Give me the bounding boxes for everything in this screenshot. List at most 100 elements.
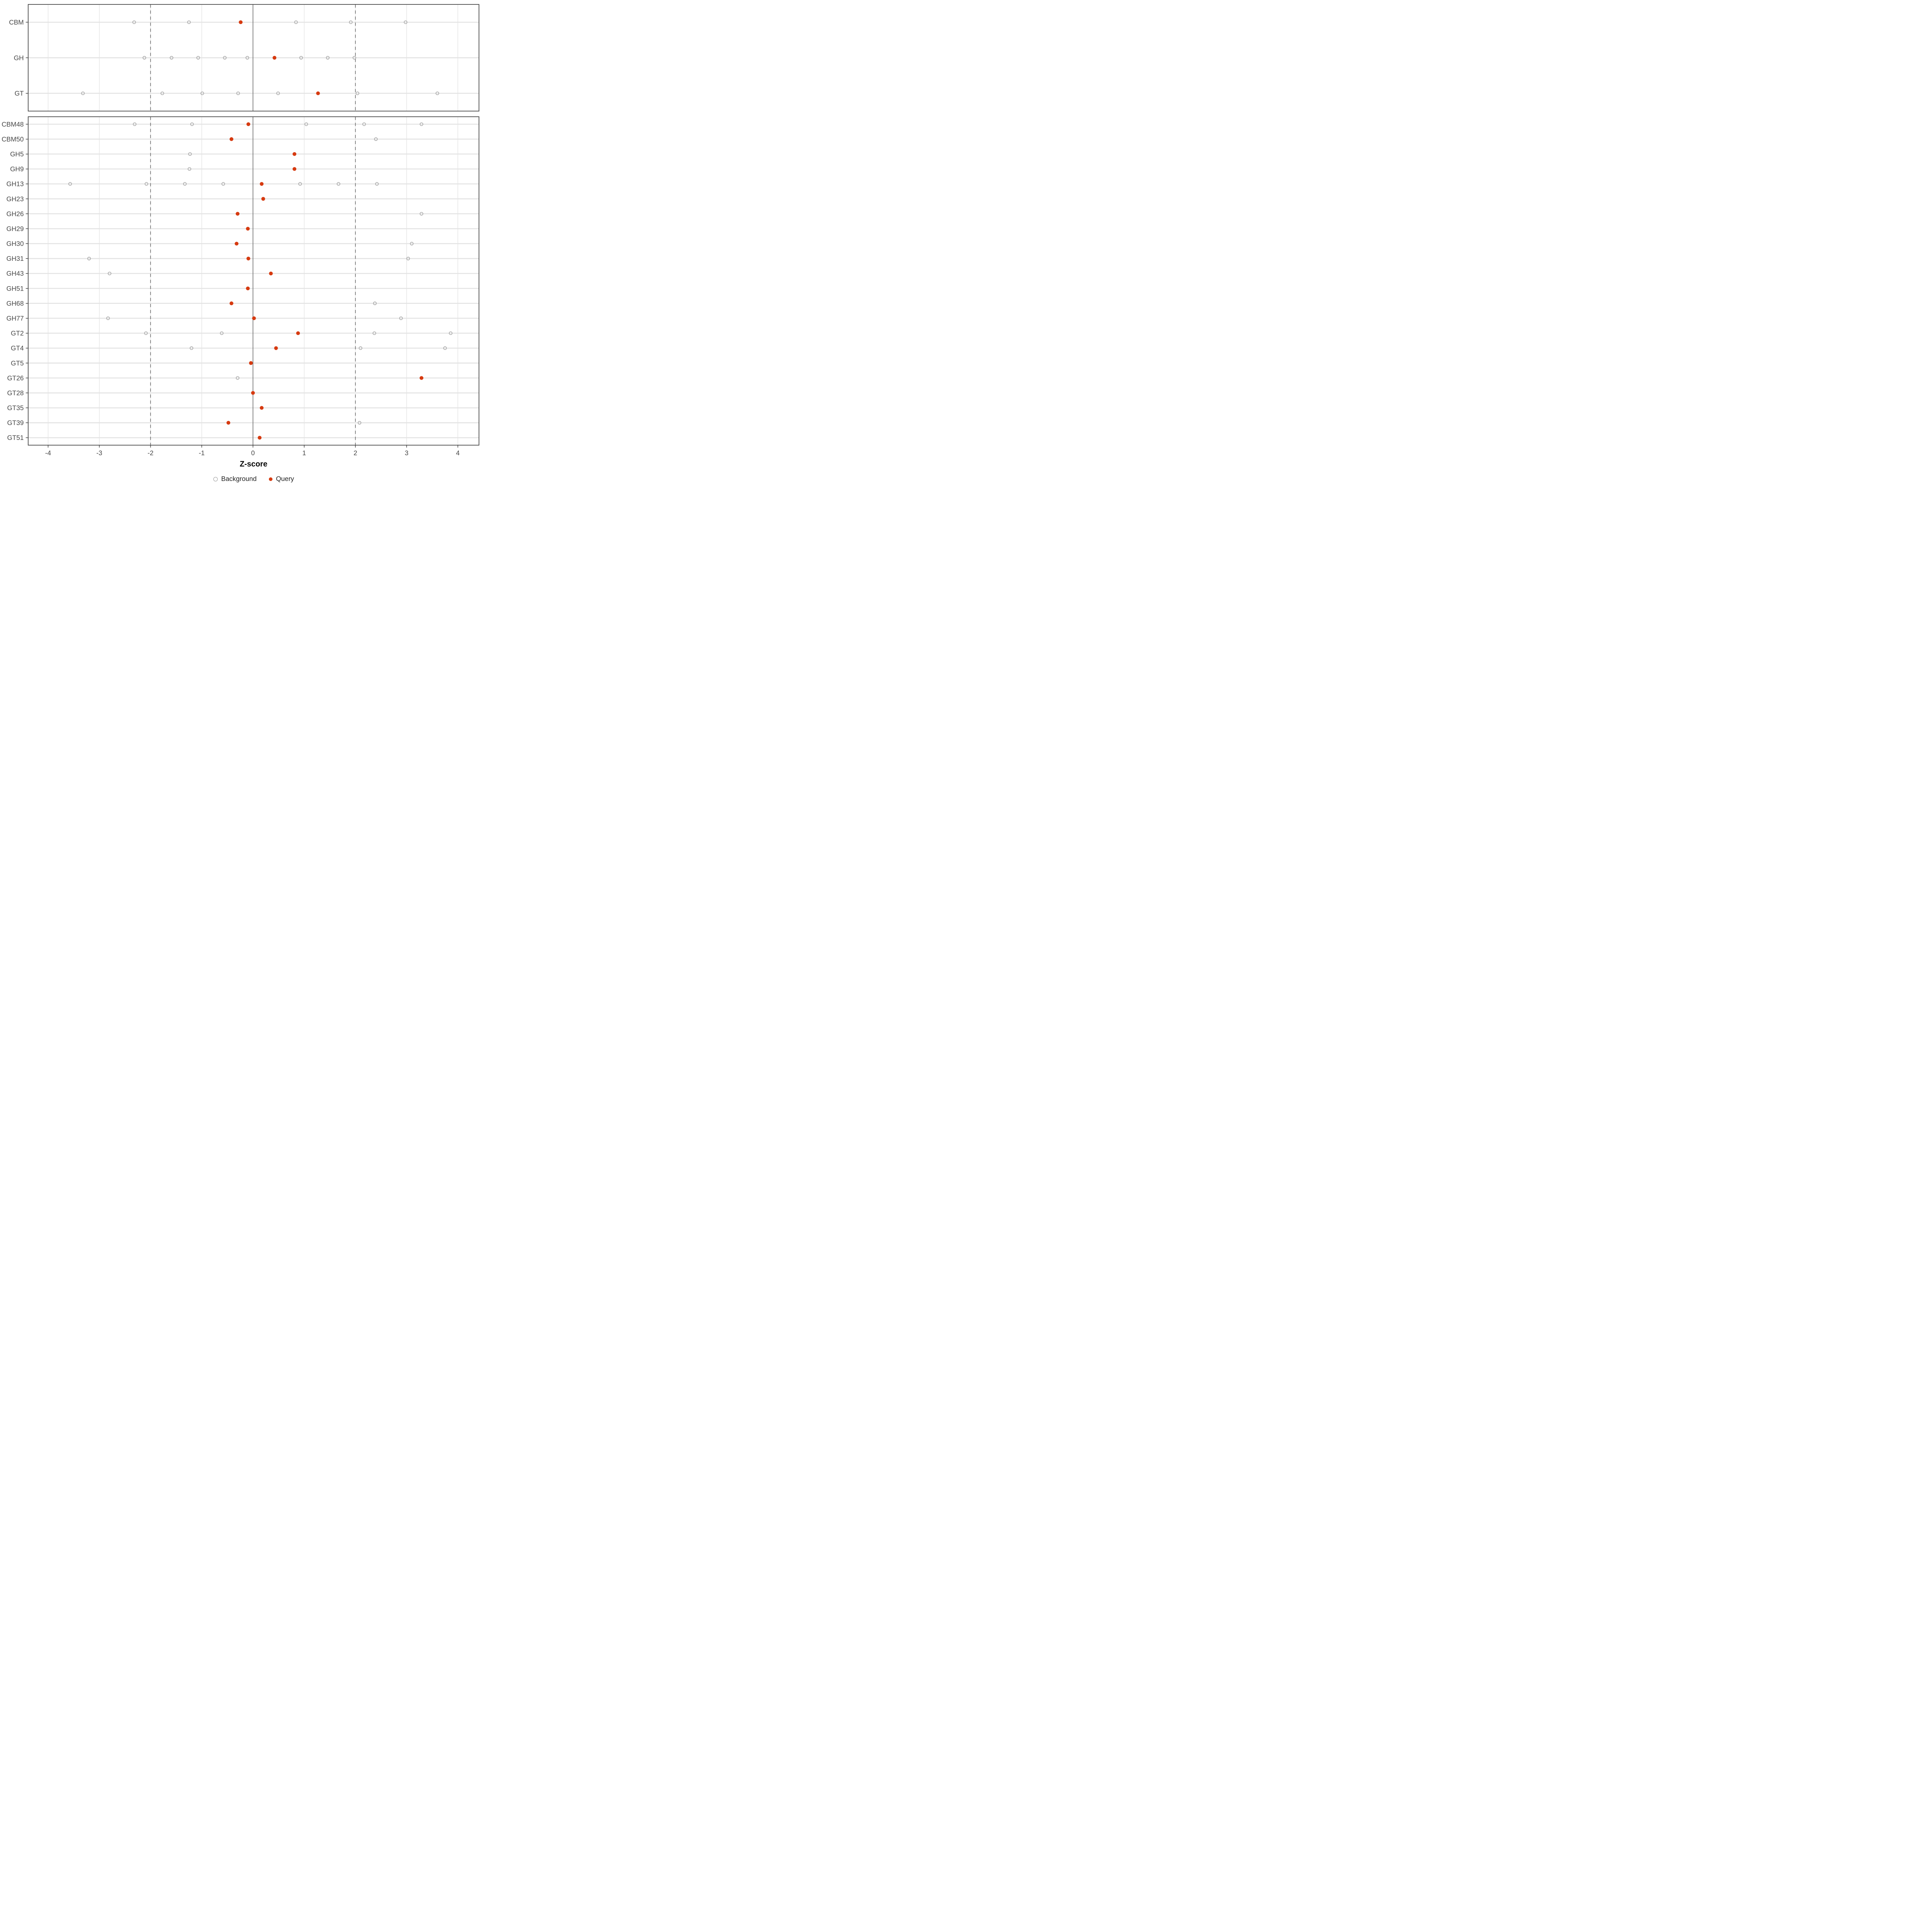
background-point <box>87 257 91 260</box>
background-point <box>326 56 330 60</box>
legend-item-background: Background <box>213 475 257 483</box>
row-label: GH51 <box>6 285 24 292</box>
background-point <box>223 56 227 60</box>
background-point <box>336 182 341 186</box>
panel-border <box>28 4 479 111</box>
query-point <box>316 91 320 95</box>
background-point <box>190 122 194 126</box>
query-point <box>292 152 297 156</box>
query-point <box>419 376 423 380</box>
background-point <box>236 91 240 95</box>
row-label: GH9 <box>10 166 24 173</box>
query-point <box>226 421 231 425</box>
row-label: GT51 <box>7 434 24 442</box>
row-label: GT5 <box>11 360 24 367</box>
background-point <box>190 346 194 350</box>
query-point <box>252 316 256 320</box>
background-point <box>200 91 204 95</box>
legend: Background Query <box>24 475 483 483</box>
row-label: GT2 <box>11 330 24 337</box>
legend-item-query: Query <box>268 475 294 483</box>
background-point <box>183 182 187 186</box>
query-point <box>239 20 243 24</box>
background-point <box>220 331 224 335</box>
x-tick-label: -3 <box>96 450 102 456</box>
background-point <box>304 122 308 126</box>
row-label: GT35 <box>7 405 24 412</box>
query-point <box>246 122 250 126</box>
query-point <box>246 286 250 291</box>
row-label: GH31 <box>6 255 24 262</box>
panel-border <box>28 116 479 446</box>
query-point <box>235 212 240 216</box>
query-point <box>274 346 278 350</box>
row-label: CBM50 <box>2 136 24 143</box>
background-point <box>372 331 376 335</box>
query-point <box>258 436 262 440</box>
background-point <box>298 182 302 186</box>
row-label: GH23 <box>6 196 24 203</box>
query-point <box>246 227 250 231</box>
background-point <box>107 272 111 275</box>
query-point <box>260 182 264 186</box>
x-tick-label: -1 <box>199 450 205 456</box>
row-label: GH13 <box>6 181 24 188</box>
row-label: CBM48 <box>2 121 24 128</box>
background-point <box>106 316 110 320</box>
row-label: GT39 <box>7 419 24 427</box>
query-point <box>229 301 233 305</box>
x-tick-label: 1 <box>302 450 306 456</box>
background-point <box>406 257 410 260</box>
legend-label-query: Query <box>276 475 294 483</box>
background-point <box>419 212 423 216</box>
background-point <box>375 182 379 186</box>
query-point <box>272 56 277 60</box>
row-label: GH30 <box>6 240 24 248</box>
legend-label-background: Background <box>221 475 257 483</box>
background-point <box>160 91 164 95</box>
background-point <box>443 346 447 350</box>
background-point <box>68 182 72 186</box>
background-point <box>362 122 366 126</box>
query-point <box>246 256 250 261</box>
background-point <box>410 242 414 246</box>
row-label: GH77 <box>6 315 24 322</box>
row-label: GH5 <box>10 151 24 158</box>
chart-canvas: CBM GH GT CBM48 CBM50 GH5 GH9 GH13 GH23 GH26 GH29 G… <box>2 4 479 457</box>
background-point <box>294 20 298 24</box>
background-point <box>81 91 85 95</box>
background-point <box>132 20 136 24</box>
background-point <box>246 56 249 60</box>
query-point <box>292 167 297 171</box>
x-tick-label: 3 <box>405 450 409 456</box>
query-point <box>229 137 233 141</box>
row-label: GH43 <box>6 270 24 277</box>
background-point <box>399 316 403 320</box>
row-label: GT28 <box>7 390 24 397</box>
x-tick-label: -2 <box>148 450 154 456</box>
query-point <box>269 271 273 276</box>
x-tick-label: -4 <box>45 450 51 456</box>
background-point <box>188 152 192 156</box>
x-axis-title: Z-score <box>239 460 268 469</box>
background-point <box>188 167 192 171</box>
background-point <box>449 331 453 335</box>
background-point <box>144 182 149 186</box>
dot-plot-figure: CBM GH GT CBM48 CBM50 GH5 GH9 GH13 GH23 GH26 GH29 G… <box>0 0 483 483</box>
x-tick-label: 2 <box>353 450 357 456</box>
background-point <box>133 122 136 126</box>
query-point <box>251 391 255 395</box>
background-point <box>404 20 408 24</box>
background-point <box>299 56 303 60</box>
query-point <box>261 197 265 201</box>
background-point <box>196 56 200 60</box>
query-marker-icon <box>268 477 272 481</box>
background-point <box>353 56 356 60</box>
background-point <box>144 331 148 335</box>
background-point <box>235 376 239 380</box>
background-point <box>142 56 147 60</box>
background-marker-icon <box>213 477 218 481</box>
x-tick-label: 4 <box>456 450 460 456</box>
background-point <box>221 182 225 186</box>
row-label: GH26 <box>6 211 24 218</box>
